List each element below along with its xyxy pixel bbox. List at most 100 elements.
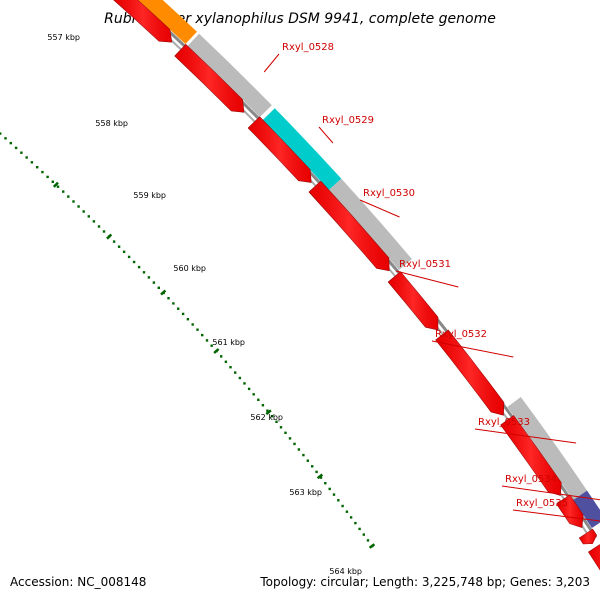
scale-dot	[279, 426, 283, 429]
scale-dot	[261, 404, 265, 407]
gene-arrow-Rxyl_0534[interactable]	[556, 494, 584, 528]
scale-dot	[266, 409, 269, 412]
scale-dot	[366, 539, 370, 542]
gene-arrow-Rxyl_0530[interactable]	[308, 180, 390, 272]
scale-tick-label: 559 kbp	[133, 191, 166, 200]
scale-dot	[297, 448, 301, 451]
scale-dot	[306, 459, 309, 462]
scale-dot	[72, 200, 75, 203]
scale-dot	[122, 250, 126, 253]
gene-labels: Rxyl_0528 Rxyl_0529 Rxyl_0530 Rxyl_0531 Rxyl…	[263, 42, 600, 522]
feature-block-f-grey3	[507, 396, 588, 500]
scale-dot	[67, 195, 70, 198]
scale-dot	[157, 286, 160, 289]
scale-dot	[82, 210, 85, 213]
scale-dot	[97, 225, 101, 228]
gene-arrow-Rxyl_0533[interactable]	[500, 415, 562, 496]
scale-dot	[14, 146, 18, 150]
scale-dot	[332, 493, 336, 496]
scale-dot	[132, 260, 136, 264]
scale-dot	[152, 281, 156, 284]
scale-dot	[172, 302, 175, 305]
scale-tick	[213, 348, 220, 354]
scale-dot	[56, 185, 60, 188]
scale-dot	[210, 344, 213, 347]
scale-dot	[358, 527, 361, 531]
scale-dot	[288, 437, 292, 440]
backbone-inner-line	[134, 6, 593, 541]
scale-dot	[102, 230, 106, 233]
gene-label[interactable]: Rxyl_0535	[516, 498, 568, 509]
gene-label-leader	[263, 53, 280, 73]
scale-dot	[142, 271, 146, 274]
scale-dot	[127, 255, 131, 259]
gene-arrow-Rxyl_0535[interactable]	[578, 528, 597, 545]
scale-tick	[265, 409, 272, 416]
scale-dot	[77, 205, 80, 208]
scale-dot	[205, 339, 209, 342]
scale-dot	[25, 156, 28, 159]
scale-dot	[337, 499, 340, 502]
scale-dot	[117, 245, 121, 248]
scale-dot	[137, 265, 141, 269]
gene-arrow-Rxyl_0529[interactable]	[247, 116, 312, 183]
scale-dot	[36, 166, 39, 169]
feature-block-f-purple	[573, 490, 600, 528]
scale-dots	[0, 132, 374, 548]
gene-label-leader	[501, 485, 600, 501]
gene-arrow-Rxyl_0532[interactable]	[435, 329, 505, 416]
gene-label[interactable]: Rxyl_0530	[363, 188, 415, 199]
scale-dot	[319, 476, 323, 479]
gene-label[interactable]: Rxyl_0532	[435, 329, 487, 340]
gene-label[interactable]: Rxyl_0531	[399, 259, 451, 270]
gene-arrow-Rxyl_0531[interactable]	[387, 271, 439, 331]
scale-dot	[341, 504, 344, 508]
scale-dot	[252, 393, 255, 396]
scale-tick-label: 564 kbp	[329, 567, 362, 576]
scale-tick-label: 558 kbp	[95, 119, 128, 128]
scale-tick	[316, 473, 324, 480]
scale-dot	[311, 465, 314, 468]
gene-label-leader	[512, 509, 600, 522]
scale-dot	[354, 521, 357, 525]
scale-tick-label: 557 kbp	[47, 33, 80, 42]
scale-tick-label: 563 kbp	[289, 488, 322, 497]
accession-text: Accession: NC_008148	[10, 575, 147, 589]
scale-ticks: 557 kbp 558 kbp 559 kbp 560 kbp 561 kbp 562 k…	[47, 33, 376, 576]
scale-dot	[147, 276, 151, 279]
scale-dot	[46, 175, 49, 179]
scale-dot	[167, 297, 170, 300]
feature-block-f-cyan1	[262, 108, 342, 190]
feature-block-f-grey1	[187, 33, 272, 117]
scale-dot	[191, 323, 194, 326]
scale-dot	[20, 151, 23, 154]
feature-block-f-grey2	[328, 178, 412, 270]
scale-dot	[30, 161, 34, 164]
scale-dot	[362, 533, 365, 536]
scale-dot	[196, 328, 199, 331]
scale-tick-label: 562 kbp	[250, 413, 283, 422]
gene-label[interactable]: Rxyl_0533	[478, 417, 530, 428]
scale-dot	[257, 398, 260, 401]
gene-arrow-g9[interactable]	[588, 543, 600, 596]
gene-arrow-Rxyl_0528[interactable]	[174, 43, 245, 113]
map-title: Rubrobacter xylanophilus DSM 9941, compl…	[104, 11, 496, 27]
scale-dot	[0, 132, 2, 135]
gene-track	[113, 0, 600, 596]
gene-label[interactable]: Rxyl_0534	[505, 474, 557, 485]
gene-label-leader	[431, 340, 514, 358]
gene-label[interactable]: Rxyl_0528	[282, 42, 334, 53]
scale-dot	[302, 453, 305, 457]
scale-dot	[112, 240, 116, 243]
scale-dot	[234, 371, 237, 374]
gene-arrow-g0[interactable]	[113, 0, 173, 43]
gene-label[interactable]: Rxyl_0529	[322, 115, 374, 126]
scale-dot	[177, 307, 180, 310]
scale-dot	[9, 141, 12, 145]
scale-tick-label: 561 kbp	[212, 338, 245, 347]
scale-dot	[220, 355, 223, 358]
scale-dot	[62, 190, 65, 193]
scale-dot	[247, 387, 251, 391]
scale-tick	[368, 543, 376, 549]
